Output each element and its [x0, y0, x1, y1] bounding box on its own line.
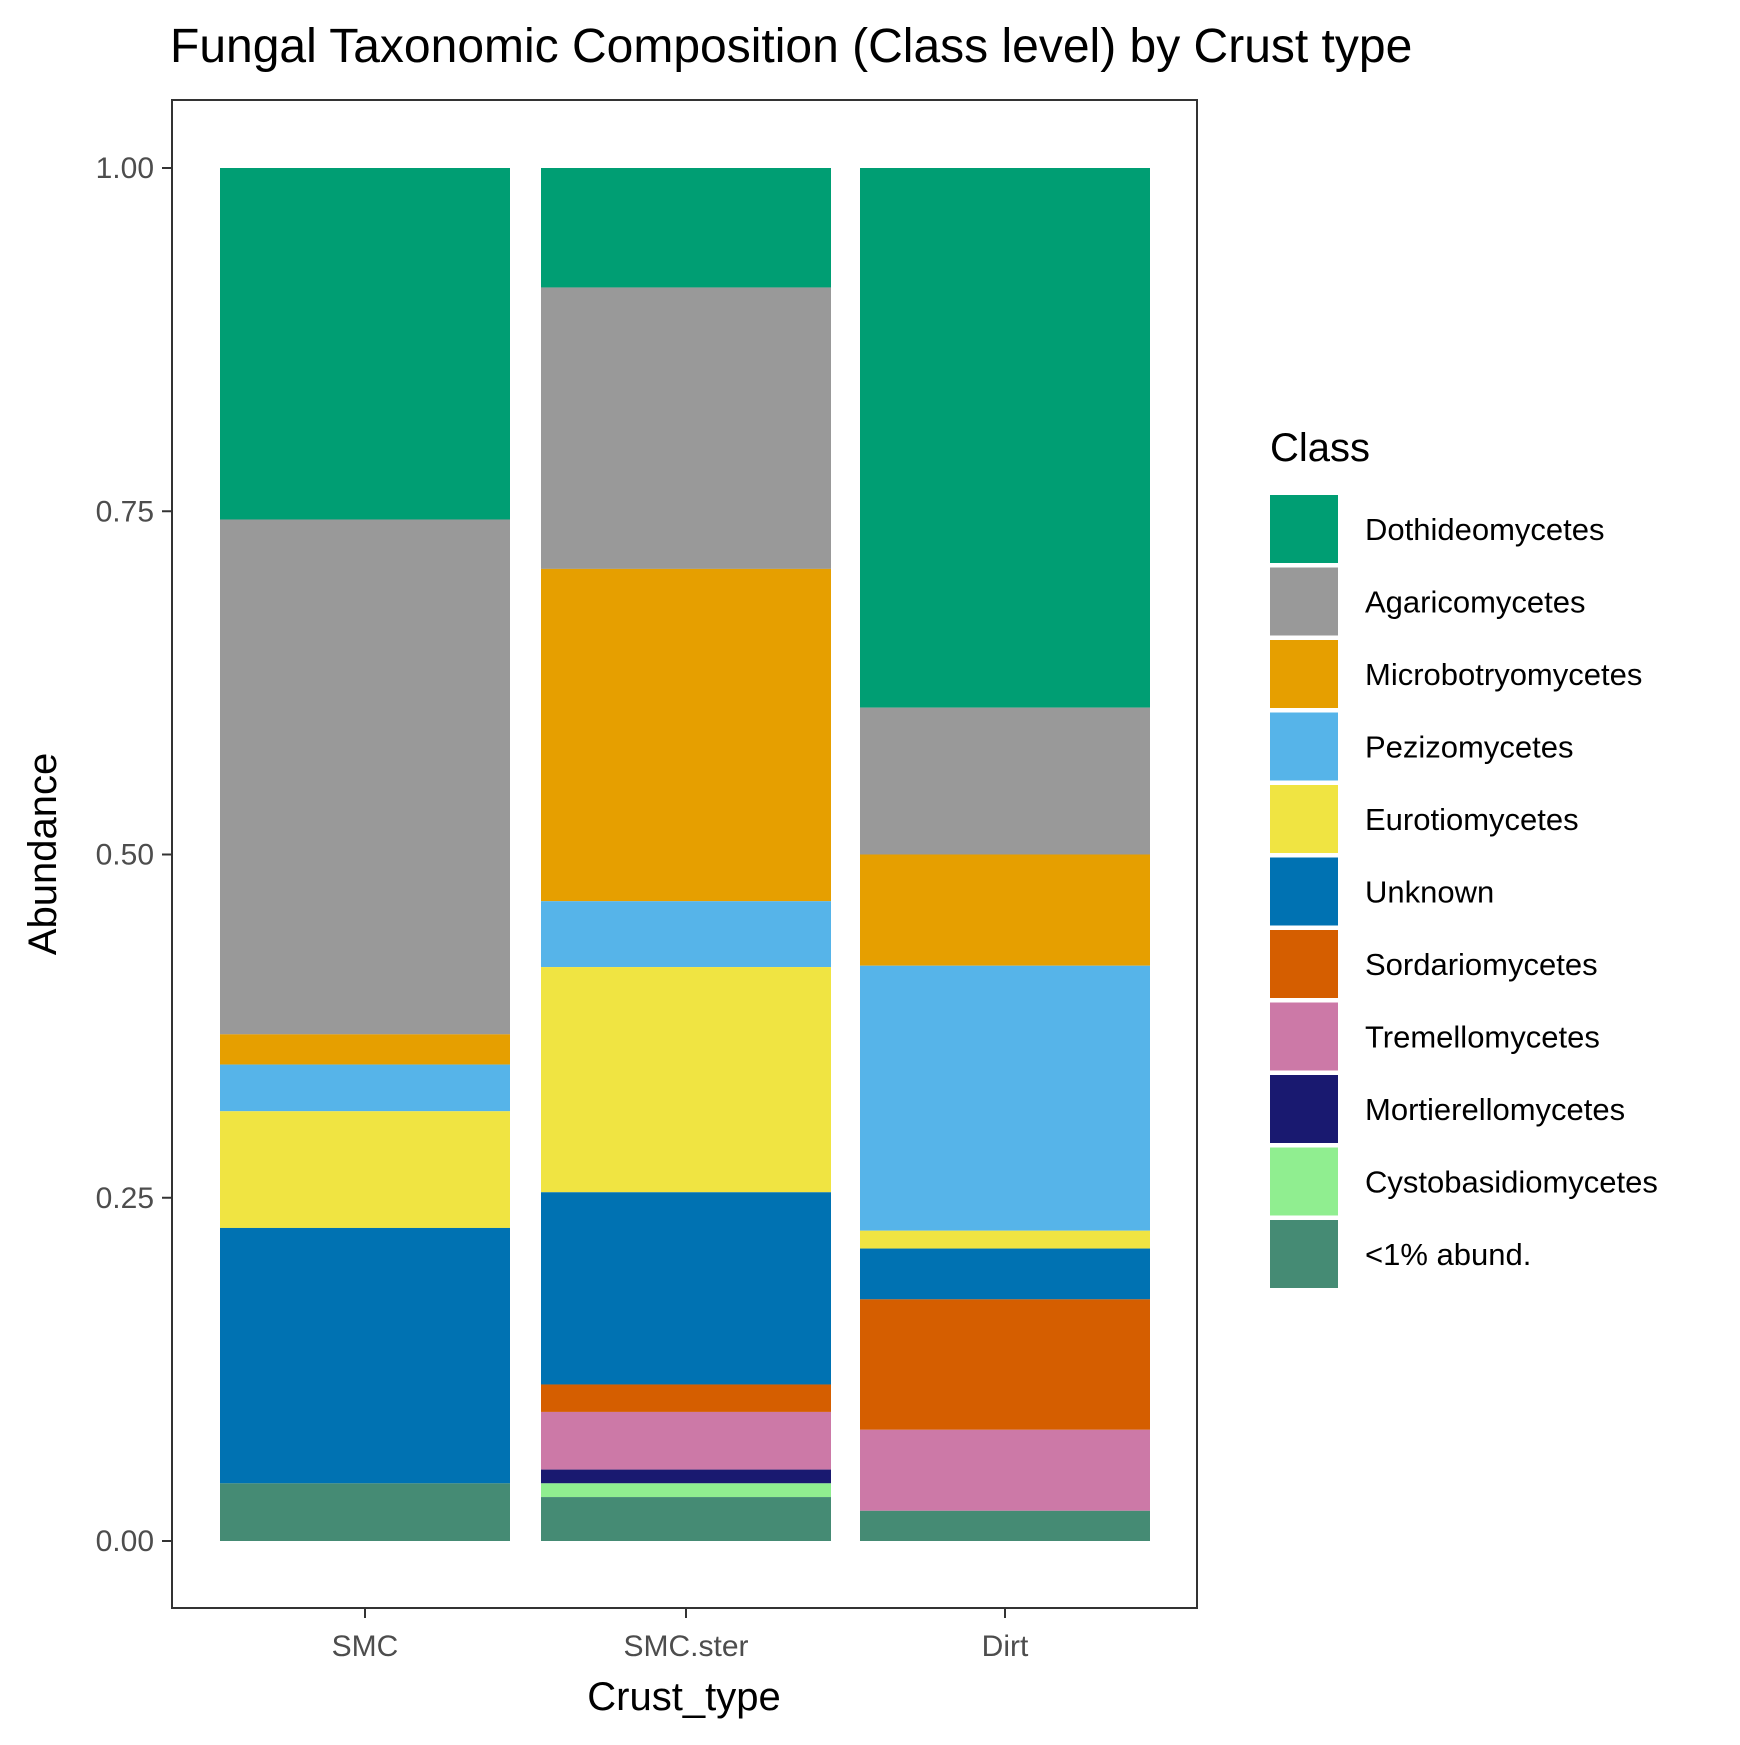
- bar-segment-smc-pezizomycetes: [220, 1064, 510, 1112]
- legend-label: Agaricomycetes: [1365, 585, 1586, 620]
- bar-segment-dirt--1-abund-: [860, 1510, 1150, 1541]
- bar-segment-dirt-pezizomycetes: [860, 965, 1150, 1231]
- bar-segment-smc-ster-agaricomycetes: [541, 287, 831, 569]
- x-tick-label: SMC: [332, 1630, 399, 1663]
- bar-segment-smc-ster-sordariomycetes: [541, 1384, 831, 1412]
- x-tick-label: SMC.ster: [623, 1630, 748, 1663]
- bar-segment-smc-ster-mortierellomycetes: [541, 1469, 831, 1484]
- bar-segment-smc-ster--1-abund-: [541, 1497, 831, 1541]
- plot-area: [220, 168, 1150, 1541]
- bar-segment-smc-ster-unknown: [541, 1192, 831, 1385]
- bar-segment-smc-eurotiomycetes: [220, 1111, 510, 1228]
- bar-segment-smc-ster-eurotiomycetes: [541, 967, 831, 1193]
- legend-label: Cystobasidiomycetes: [1365, 1165, 1658, 1200]
- legend-swatch: [1270, 712, 1338, 781]
- legend-swatch: [1270, 857, 1338, 926]
- y-tick-label: 0.25: [96, 1182, 154, 1215]
- y-tick-label: 0.50: [96, 839, 154, 872]
- legend-swatch: [1270, 1075, 1338, 1143]
- legend-swatch: [1270, 495, 1338, 563]
- x-tick-label: Dirt: [982, 1630, 1029, 1663]
- legend-swatch: [1270, 567, 1338, 636]
- x-axis: SMC SMC.ster Dirt: [332, 1608, 1029, 1663]
- bar-segment-dirt-dothideomycetes: [860, 168, 1150, 708]
- legend-label: Microbotryomycetes: [1365, 657, 1642, 692]
- legend-label: Sordariomycetes: [1365, 947, 1598, 982]
- y-tick-label: 0.75: [96, 495, 154, 528]
- legend-title: Class: [1270, 426, 1370, 470]
- y-tick-label: 1.00: [96, 152, 154, 185]
- bar-segment-smc-unknown: [220, 1227, 510, 1484]
- y-tick-label: 0.00: [96, 1525, 154, 1558]
- legend-label: <1% abund.: [1365, 1237, 1531, 1272]
- bar-segment-dirt-sordariomycetes: [860, 1299, 1150, 1430]
- bar-segment-dirt-unknown: [860, 1248, 1150, 1300]
- legend-label: Pezizomycetes: [1365, 730, 1573, 765]
- legend-label: Eurotiomycetes: [1365, 802, 1579, 837]
- legend-label: Dothideomycetes: [1365, 512, 1605, 547]
- bar-segment-dirt-tremellomycetes: [860, 1429, 1150, 1511]
- legend-swatch: [1270, 1002, 1338, 1071]
- bar-segment-smc-ster-pezizomycetes: [541, 901, 831, 968]
- bar-segment-smc-ster-microbotryomycetes: [541, 568, 831, 902]
- bar-segment-smc-microbotryomycetes: [220, 1034, 510, 1065]
- bar-segment-smc-dothideomycetes: [220, 168, 510, 520]
- legend-label: Unknown: [1365, 875, 1494, 910]
- legend-swatch: [1270, 1220, 1338, 1288]
- bar-segment-smc-ster-tremellomycetes: [541, 1411, 831, 1470]
- bar-segment-smc--1-abund-: [220, 1483, 510, 1541]
- legend-swatch: [1270, 785, 1338, 853]
- bar-segment-smc-ster-cystobasidiomycetes: [541, 1483, 831, 1498]
- bar-segment-dirt-agaricomycetes: [860, 707, 1150, 855]
- chart-title: Fungal Taxonomic Composition (Class leve…: [170, 20, 1412, 73]
- legend-label: Mortierellomycetes: [1365, 1092, 1625, 1127]
- bar-segment-smc-agaricomycetes: [220, 519, 510, 1035]
- y-axis-title: Abundance: [21, 753, 65, 955]
- legend-swatch: [1270, 930, 1338, 998]
- y-axis: 0.00 0.25 0.50 0.75 1.00: [96, 152, 172, 1558]
- legend: Class Dothideomycetes Agaricomycetes Micro…: [1270, 426, 1658, 1288]
- bar-segment-dirt-microbotryomycetes: [860, 854, 1150, 966]
- bar-segment-dirt-eurotiomycetes: [860, 1230, 1150, 1249]
- bar-segment-smc-ster-dothideomycetes: [541, 168, 831, 288]
- legend-swatch: [1270, 1147, 1338, 1216]
- x-axis-title: Crust_type: [587, 1675, 780, 1719]
- legend-label: Tremellomycetes: [1365, 1020, 1600, 1055]
- legend-swatch: [1270, 640, 1338, 708]
